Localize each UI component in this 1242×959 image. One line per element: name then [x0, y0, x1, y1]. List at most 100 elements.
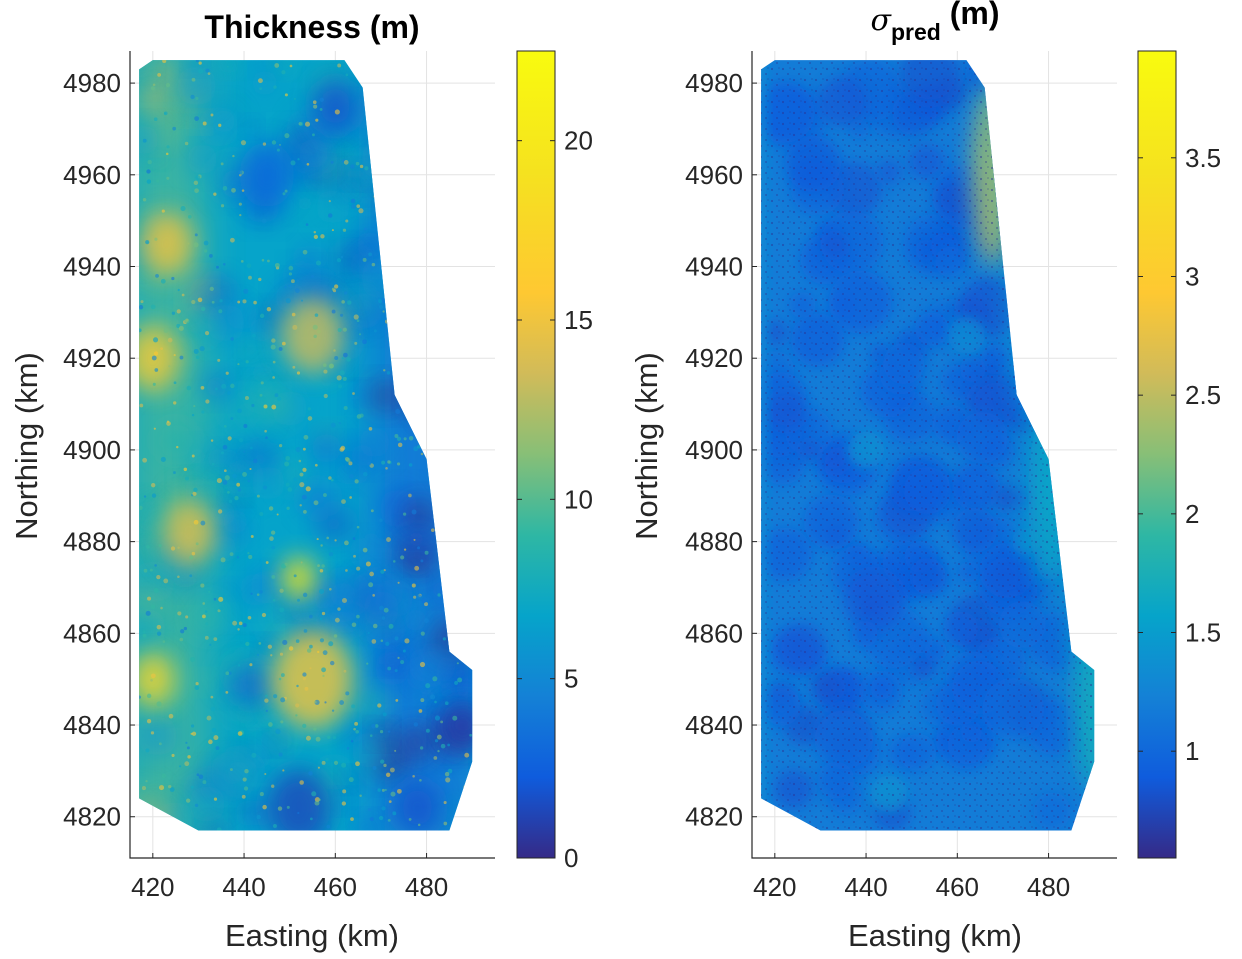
speckle	[179, 765, 182, 768]
speckle	[407, 146, 413, 151]
speckle	[281, 70, 286, 75]
speckle	[415, 282, 420, 287]
speckle	[313, 727, 317, 731]
speckle	[381, 806, 386, 811]
speckle	[295, 446, 301, 453]
field-patch	[434, 742, 459, 767]
field-patch	[139, 802, 175, 831]
y-tick-label: 4920	[63, 343, 121, 373]
speckle	[468, 77, 471, 80]
speckle	[333, 349, 336, 352]
speckle	[259, 590, 263, 594]
speckle	[227, 436, 232, 441]
speckle	[319, 589, 325, 594]
speckle	[153, 337, 159, 343]
speckle	[387, 293, 391, 297]
speckle	[358, 208, 364, 214]
speckle	[280, 720, 284, 724]
speckle	[293, 97, 296, 100]
speckle	[230, 337, 234, 341]
x-tick-labels: 420 440 460 480	[131, 872, 448, 902]
speckle	[436, 734, 442, 740]
speckle	[202, 602, 206, 605]
speckle	[434, 700, 437, 704]
speckle	[348, 461, 353, 466]
sigma-pred-map	[761, 60, 1095, 831]
speckle	[374, 724, 379, 728]
speckle	[194, 685, 200, 691]
field-patch	[335, 244, 365, 274]
speckle	[390, 166, 394, 170]
speckle	[320, 544, 323, 547]
speckle	[386, 371, 391, 375]
speckle	[271, 140, 277, 145]
speckle	[218, 596, 224, 602]
speckle	[327, 213, 333, 218]
speckle	[343, 352, 348, 358]
field-patch	[436, 579, 458, 601]
speckle	[179, 637, 184, 642]
speckle	[385, 102, 389, 105]
speckle	[450, 586, 453, 590]
speckle	[183, 626, 188, 631]
speckle	[156, 624, 162, 630]
speckle	[401, 239, 405, 243]
speckle	[151, 355, 157, 361]
speckle	[380, 759, 385, 764]
y-tick-label: 4940	[63, 252, 121, 282]
speckle	[398, 142, 402, 146]
speckle	[266, 307, 272, 312]
speckle	[232, 473, 237, 479]
speckle	[328, 551, 334, 557]
speckle	[222, 444, 228, 450]
field-low	[394, 780, 441, 831]
speckle	[284, 286, 287, 289]
speckle	[466, 799, 470, 803]
speckle	[423, 618, 429, 624]
speckle	[468, 130, 471, 133]
speckle	[196, 773, 200, 777]
speckle	[230, 417, 234, 420]
speckle	[442, 454, 446, 458]
speckle	[234, 495, 239, 501]
speckle	[268, 722, 273, 727]
speckle	[198, 68, 204, 74]
speckle	[324, 701, 327, 704]
speckle	[407, 415, 411, 419]
speckle	[204, 610, 208, 613]
speckle	[150, 86, 156, 91]
speckle	[226, 65, 229, 68]
speckle	[350, 739, 354, 743]
speckle	[194, 188, 199, 193]
speckle	[384, 788, 387, 791]
field-patch	[228, 458, 248, 478]
speckle	[270, 654, 273, 657]
speckle	[290, 279, 295, 284]
speckle	[420, 559, 424, 563]
speckle	[378, 299, 383, 304]
speckle	[370, 509, 374, 513]
speckle	[371, 639, 377, 644]
speckle	[388, 800, 392, 804]
speckle	[264, 694, 268, 698]
speckle	[177, 288, 180, 292]
speckle	[287, 487, 293, 492]
speckle	[160, 347, 163, 351]
speckle	[220, 451, 224, 455]
speckle	[327, 735, 331, 739]
speckle	[372, 594, 376, 597]
speckle	[306, 162, 310, 166]
speckle	[295, 288, 300, 293]
field-patch	[190, 272, 211, 294]
speckle	[465, 597, 469, 600]
speckle	[464, 752, 470, 758]
speckle	[259, 393, 263, 397]
axes	[129, 51, 495, 859]
speckle	[202, 121, 207, 126]
speckle	[180, 629, 185, 634]
speckle	[145, 748, 150, 753]
speckle	[397, 581, 400, 584]
field-patch	[366, 186, 381, 201]
speckle	[448, 159, 452, 163]
speckle	[468, 177, 472, 181]
